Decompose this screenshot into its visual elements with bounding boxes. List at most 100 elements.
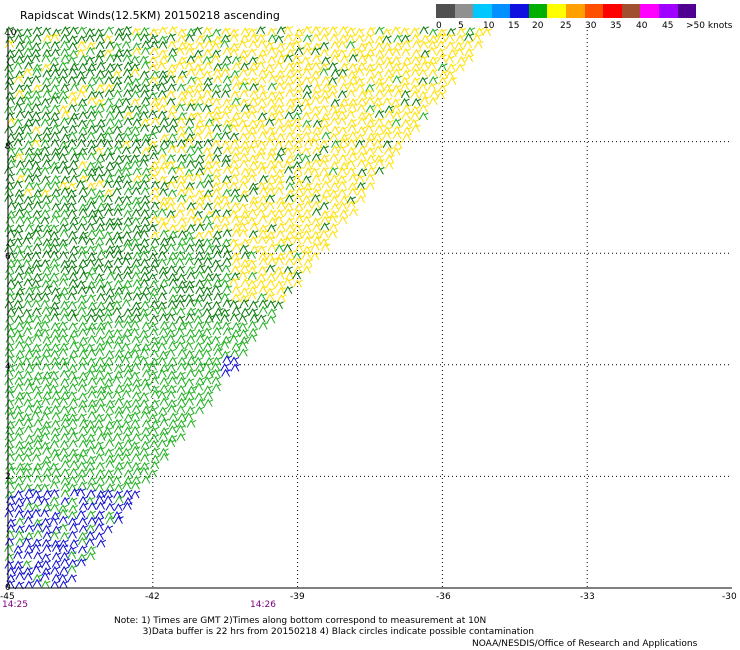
wind-barb: [355, 49, 366, 58]
wind-barb: [221, 321, 232, 330]
wind-barb: [346, 200, 357, 209]
wind-barb: [5, 215, 16, 224]
wind-barb: [86, 245, 96, 254]
wind-barb: [31, 258, 42, 268]
wind-barb: [132, 342, 142, 352]
wind-barb: [220, 279, 230, 288]
wind-barb: [184, 137, 195, 146]
wind-barb: [411, 124, 421, 133]
wind-barb: [303, 182, 313, 191]
wind-barb: [419, 60, 430, 70]
wind-barb: [265, 252, 276, 261]
wind-barb: [13, 118, 24, 127]
wind-barb: [319, 139, 330, 148]
wind-barb: [196, 398, 206, 407]
wind-barb: [16, 95, 26, 105]
wind-barb: [240, 258, 251, 268]
wind-barb: [186, 102, 196, 112]
wind-barb: [51, 419, 61, 428]
wind-barb: [123, 279, 134, 288]
wind-barb: [104, 69, 114, 78]
wind-barb: [60, 265, 71, 274]
wind-barb: [113, 89, 123, 98]
wind-barb: [149, 439, 160, 449]
wind-barb: [130, 490, 141, 499]
wind-barb: [222, 188, 232, 197]
wind-barb: [167, 83, 177, 92]
wind-barb: [67, 546, 77, 555]
wind-barb: [392, 110, 403, 120]
wind-barb: [131, 398, 142, 407]
wind-barb: [4, 125, 14, 134]
wind-barb: [22, 259, 32, 268]
wind-barb: [177, 223, 188, 233]
wind-barb: [177, 111, 188, 120]
wind-barb: [132, 278, 143, 287]
wind-barb: [167, 166, 178, 175]
wind-barb: [67, 259, 78, 268]
wind-barb: [141, 362, 152, 371]
wind-barb: [112, 231, 123, 240]
wind-barb: [140, 186, 151, 196]
wind-barb: [222, 55, 233, 64]
wind-barb: [105, 222, 116, 231]
wind-barb: [58, 104, 69, 114]
wind-barb: [130, 371, 141, 380]
wind-barb: [87, 145, 98, 154]
wind-barb: [195, 167, 206, 176]
wind-barb: [195, 223, 206, 232]
wind-barb: [312, 182, 323, 191]
wind-barb: [68, 382, 79, 392]
wind-barb: [159, 117, 170, 126]
wind-barb: [67, 90, 78, 100]
wind-barb: [339, 137, 350, 146]
wind-barb: [51, 361, 61, 370]
wind-barb: [159, 447, 169, 457]
wind-barb: [275, 168, 286, 177]
wind-barb: [195, 243, 206, 252]
wind-barb: [94, 242, 104, 251]
wind-barb: [95, 494, 105, 504]
wind-barb: [239, 328, 249, 338]
wind-barb: [24, 159, 35, 168]
wind-barb: [77, 383, 88, 392]
wind-barb: [194, 250, 205, 260]
wind-barb: [168, 418, 179, 428]
wind-barb: [276, 200, 287, 210]
wind-barb: [158, 312, 169, 322]
wind-barb: [103, 312, 114, 322]
wind-barb: [24, 424, 34, 434]
wind-barb: [437, 53, 447, 63]
wind-barb: [203, 292, 214, 302]
wind-barb: [160, 133, 170, 142]
wind-barb: [24, 61, 34, 70]
wind-barb: [15, 537, 26, 546]
wind-barb: [186, 207, 197, 216]
wind-barb: [40, 354, 50, 363]
wind-barb: [274, 61, 285, 70]
wind-barb: [50, 83, 60, 93]
wind-barb: [96, 363, 106, 373]
wind-barb: [132, 292, 143, 301]
wind-barb: [58, 523, 69, 532]
wind-barb: [42, 446, 52, 455]
wind-barb: [176, 285, 187, 294]
wind-barb: [356, 103, 367, 112]
wind-barb: [292, 96, 303, 106]
wind-barb: [177, 28, 188, 37]
wind-barb: [391, 147, 402, 156]
wind-barb: [96, 153, 106, 162]
wind-barb: [157, 89, 168, 98]
wind-barb: [266, 315, 277, 324]
wind-barb: [168, 117, 179, 126]
wind-barb: [85, 56, 96, 65]
wind-barb: [320, 153, 330, 163]
wind-barb: [265, 287, 276, 296]
wind-barb: [88, 363, 98, 373]
wind-barb: [355, 67, 365, 76]
wind-barb: [292, 208, 303, 218]
wind-barb: [283, 243, 293, 252]
wind-barb: [13, 280, 24, 289]
wind-barb: [87, 348, 97, 357]
wind-barb: [239, 49, 250, 58]
